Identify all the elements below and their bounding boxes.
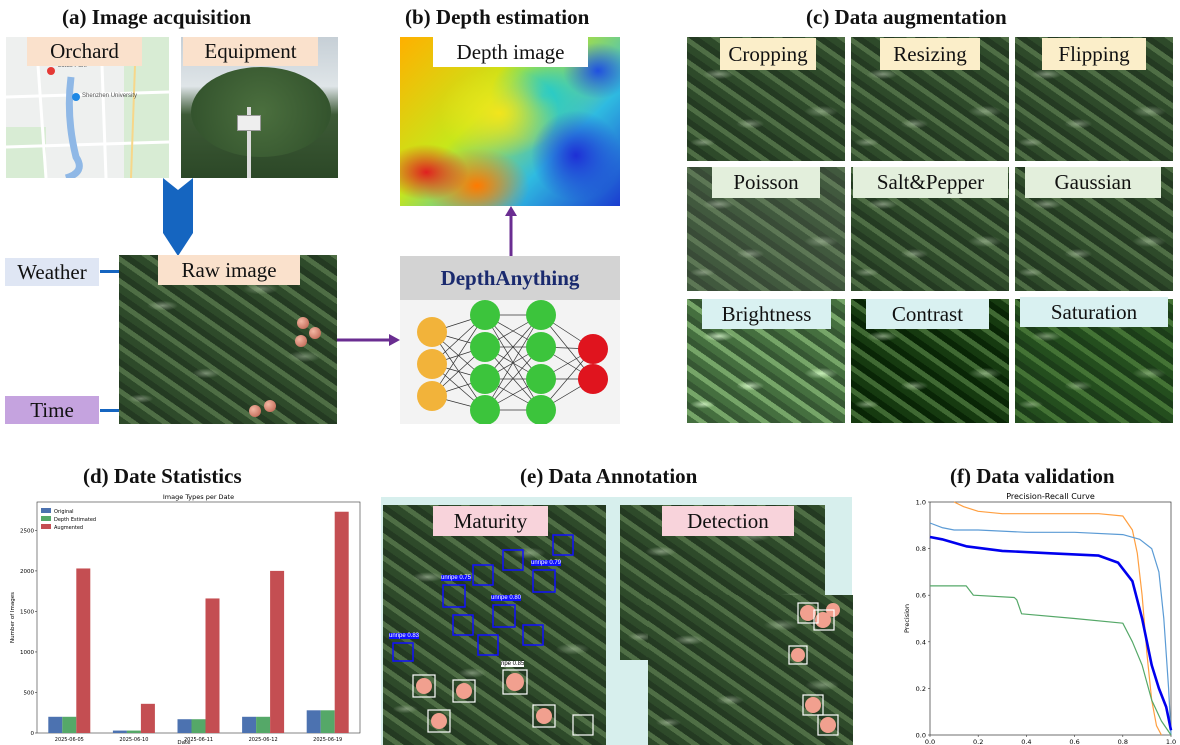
bar-depth-estimated-2025-06-11 [191, 719, 206, 733]
weather-connector [100, 270, 119, 273]
precision-recall-chart: Precision-Recall Curve Precision 0.0 0.2 0.4… [903, 492, 1176, 745]
panel-e-title: (e) Data Annotation [520, 464, 698, 488]
bar-original-2025-06-11 [177, 719, 192, 733]
pr-curve-3 [930, 585, 1172, 736]
aug-label-saturation: Saturation [1020, 297, 1168, 327]
bar-augmented-2025-06-11 [205, 598, 220, 733]
maturity-annotation-image: unripe 0.75 unripe 0.80 unripe 0.79 unri… [383, 505, 606, 745]
panel-f-title: (f) Data validation [950, 464, 1115, 488]
time-connector [100, 409, 119, 412]
y-tick-label: 1.0 [916, 499, 926, 507]
panel-a-title: (a) Image acquisition [62, 5, 251, 29]
pr-curve-1 [929, 522, 1172, 736]
bar-augmented-2025-06-10 [140, 703, 155, 733]
y-tick-label: 0.4 [916, 638, 926, 646]
x-tick-label: 2025-06-12 [249, 737, 278, 743]
legend-label-2: Augmented [54, 525, 83, 531]
pr-curve-2 [929, 535, 1173, 731]
x-tick-label: 0.8 [1118, 738, 1128, 745]
x-tick-label: 1.0 [1166, 738, 1176, 745]
depth-image-label: Depth image [433, 37, 588, 67]
y-tick-label: 1500 [20, 609, 34, 615]
panel-d-title: (d) Date Statistics [83, 464, 242, 488]
legend-label-0: Original [54, 509, 74, 515]
box-text-4: unripe 0.83 [389, 633, 420, 639]
y-tick-label: 0.0 [916, 732, 926, 740]
x-tick-label: 2025-06-11 [184, 737, 213, 743]
x-tick-label: 2025-06-05 [55, 737, 84, 743]
detection-annotation-image [648, 595, 853, 745]
box-text-1: unripe 0.75 [441, 575, 472, 581]
bar-augmented-2025-06-12 [270, 570, 285, 733]
bar-depth-estimated-2025-06-05 [62, 716, 77, 733]
equipment-label: Equipment [183, 37, 318, 66]
x-tick-label: 0.2 [973, 738, 983, 745]
plot-frame [929, 501, 1172, 736]
up-arrow-icon [505, 206, 517, 256]
y-tick-label: 2500 [20, 528, 34, 534]
bar-augmented-2025-06-19 [334, 511, 349, 733]
bar-original-2025-06-19 [306, 710, 321, 733]
legend-swatch-2 [41, 524, 51, 529]
raw-image-label: Raw image [158, 255, 300, 285]
y-tick-label: 1000 [20, 650, 34, 656]
orchard-label: Orchard [27, 37, 142, 66]
legend-label-1: Depth Estimated [54, 517, 96, 523]
y-axis-label: Number of Images [10, 592, 16, 643]
chart-title: Image Types per Date [163, 493, 234, 501]
bar-original-2025-06-10 [112, 730, 127, 733]
y-tick-label: 500 [24, 690, 35, 696]
bar-depth-estimated-2025-06-12 [256, 716, 271, 733]
box-text-2: unripe 0.80 [491, 595, 522, 601]
box-text-5: ripe 0.85 [501, 661, 525, 667]
panel-b-title: (b) Depth estimation [405, 5, 590, 29]
box-text-3: unripe 0.79 [531, 560, 562, 566]
aug-label-gaussian: Gaussian [1025, 167, 1161, 198]
down-arrow-icon [163, 178, 193, 256]
map-text-lotus-park: Lotus Park [58, 63, 87, 69]
aug-label-cropping: Cropping [720, 38, 816, 70]
y-tick-label: 0 [31, 731, 35, 737]
legend-swatch-1 [41, 516, 51, 521]
time-label: Time [5, 396, 99, 424]
weather-label: Weather [5, 258, 99, 286]
x-tick-label: 0.6 [1069, 738, 1079, 745]
right-arrow-icon [337, 334, 400, 346]
y-tick-label: 2000 [20, 569, 34, 575]
chart-title: Precision-Recall Curve [1006, 492, 1095, 501]
y-tick-label: 0.6 [916, 592, 926, 600]
aug-label-resizing: Resizing [880, 38, 980, 70]
map-text-university: Shenzhen University [82, 93, 138, 99]
bar-augmented-2025-06-05 [76, 568, 91, 733]
legend-swatch-0 [41, 508, 51, 513]
date-statistics-chart: Image Types per Date Number of Images Date… [10, 493, 361, 745]
aug-label-poisson: Poisson [712, 167, 820, 198]
neural-network-diagram [417, 300, 608, 424]
x-tick-label: 0.0 [925, 738, 935, 745]
x-tick-label: 2025-06-19 [313, 737, 342, 743]
detection-label: Detection [662, 506, 794, 536]
aug-label-salt-pepper: Salt&Pepper [853, 167, 1008, 198]
y-tick-label: 0.8 [916, 545, 926, 553]
y-tick-label: 0.2 [916, 685, 926, 693]
bar-original-2025-06-12 [242, 716, 257, 733]
x-axis-label: Date [177, 740, 191, 745]
aug-label-flipping: Flipping [1042, 38, 1146, 70]
panel-c-title: (c) Data augmentation [806, 5, 1007, 29]
bar-depth-estimated-2025-06-10 [126, 730, 141, 733]
depthanything-label: DepthAnything [440, 265, 580, 290]
aug-label-contrast: Contrast [866, 299, 989, 329]
bar-depth-estimated-2025-06-19 [320, 710, 335, 733]
x-tick-label: 2025-06-10 [119, 737, 148, 743]
pr-curve-0 [953, 501, 1162, 736]
maturity-label: Maturity [433, 506, 548, 536]
y-axis-label: Precision [903, 604, 911, 633]
bar-original-2025-06-05 [48, 716, 63, 733]
x-tick-label: 0.4 [1021, 738, 1031, 745]
aug-label-brightness: Brightness [702, 299, 831, 329]
